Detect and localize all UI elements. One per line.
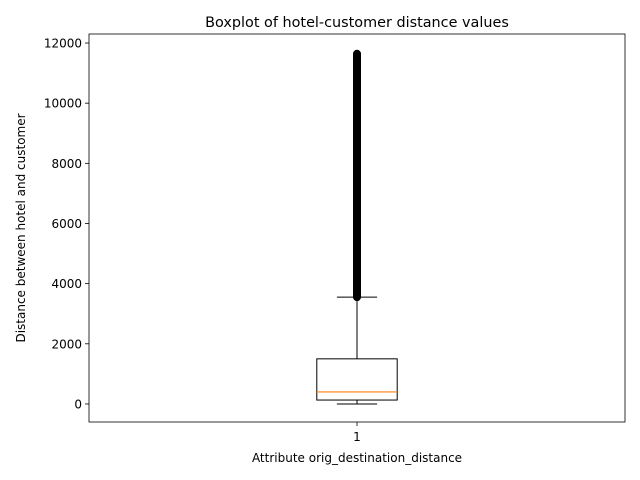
y-tick-label: 2000 (51, 337, 82, 351)
outlier-points (353, 49, 361, 302)
y-tick-label: 10000 (44, 97, 82, 111)
boxplot-marks (316, 49, 398, 405)
axes: 0 2000 4000 6000 8000 10000 12000 1 (44, 37, 361, 444)
x-tick-label: 1 (353, 430, 361, 444)
y-tick-label: 12000 (44, 37, 82, 51)
x-axis-label: Attribute orig_destination_distance (252, 451, 462, 465)
box-iqr (316, 358, 398, 401)
y-axis-label: Distance between hotel and customer (14, 113, 28, 342)
outlier-point (353, 49, 361, 58)
y-tick-label: 0 (74, 397, 82, 411)
chart-title: Boxplot of hotel-customer distance value… (205, 15, 509, 31)
y-tick-label: 4000 (51, 277, 82, 291)
y-tick-label: 8000 (51, 157, 82, 171)
y-tick-label: 6000 (51, 217, 82, 231)
